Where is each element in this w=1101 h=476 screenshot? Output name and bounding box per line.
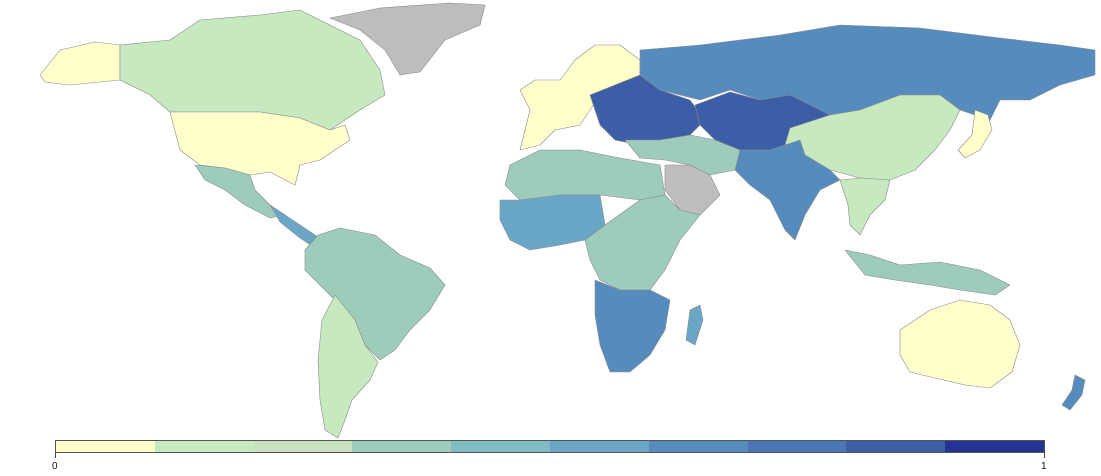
region-alaska xyxy=(39,41,121,86)
legend-swatch-8 xyxy=(846,441,946,452)
legend-swatch-0 xyxy=(56,441,155,452)
region-southern-africa xyxy=(594,279,671,373)
legend-swatch-5 xyxy=(549,441,649,452)
region-russia xyxy=(639,24,1096,121)
region-new-zealand xyxy=(1061,374,1086,411)
legend-swatch-4 xyxy=(451,441,550,452)
region-middle-east xyxy=(624,134,741,176)
legend-swatch-6 xyxy=(648,441,748,452)
region-greenland xyxy=(329,2,486,76)
region-canada xyxy=(119,9,386,131)
region-southeast-asia xyxy=(839,177,891,236)
region-central-africa xyxy=(584,194,701,291)
legend-swatch-1 xyxy=(154,441,254,452)
legend-min-label: 0 xyxy=(52,461,58,472)
region-australia xyxy=(899,299,1021,389)
legend-max-label: 1 xyxy=(1041,461,1047,472)
legend-swatch-3 xyxy=(352,441,452,452)
legend-tick-min xyxy=(55,453,56,458)
legend-swatch-7 xyxy=(747,441,847,452)
world-choropleth-map xyxy=(39,2,1096,439)
region-indonesia xyxy=(844,249,1011,296)
legend-swatch-2 xyxy=(253,441,353,452)
region-arabia xyxy=(664,164,721,216)
region-japan xyxy=(957,109,993,159)
legend-tick-max xyxy=(1044,453,1045,458)
region-india xyxy=(734,139,841,241)
legend-color-bar xyxy=(55,440,1045,453)
region-madagascar xyxy=(685,304,704,346)
region-south-america xyxy=(304,227,446,361)
legend-swatch-9 xyxy=(945,441,1044,452)
region-argentina xyxy=(317,294,379,439)
